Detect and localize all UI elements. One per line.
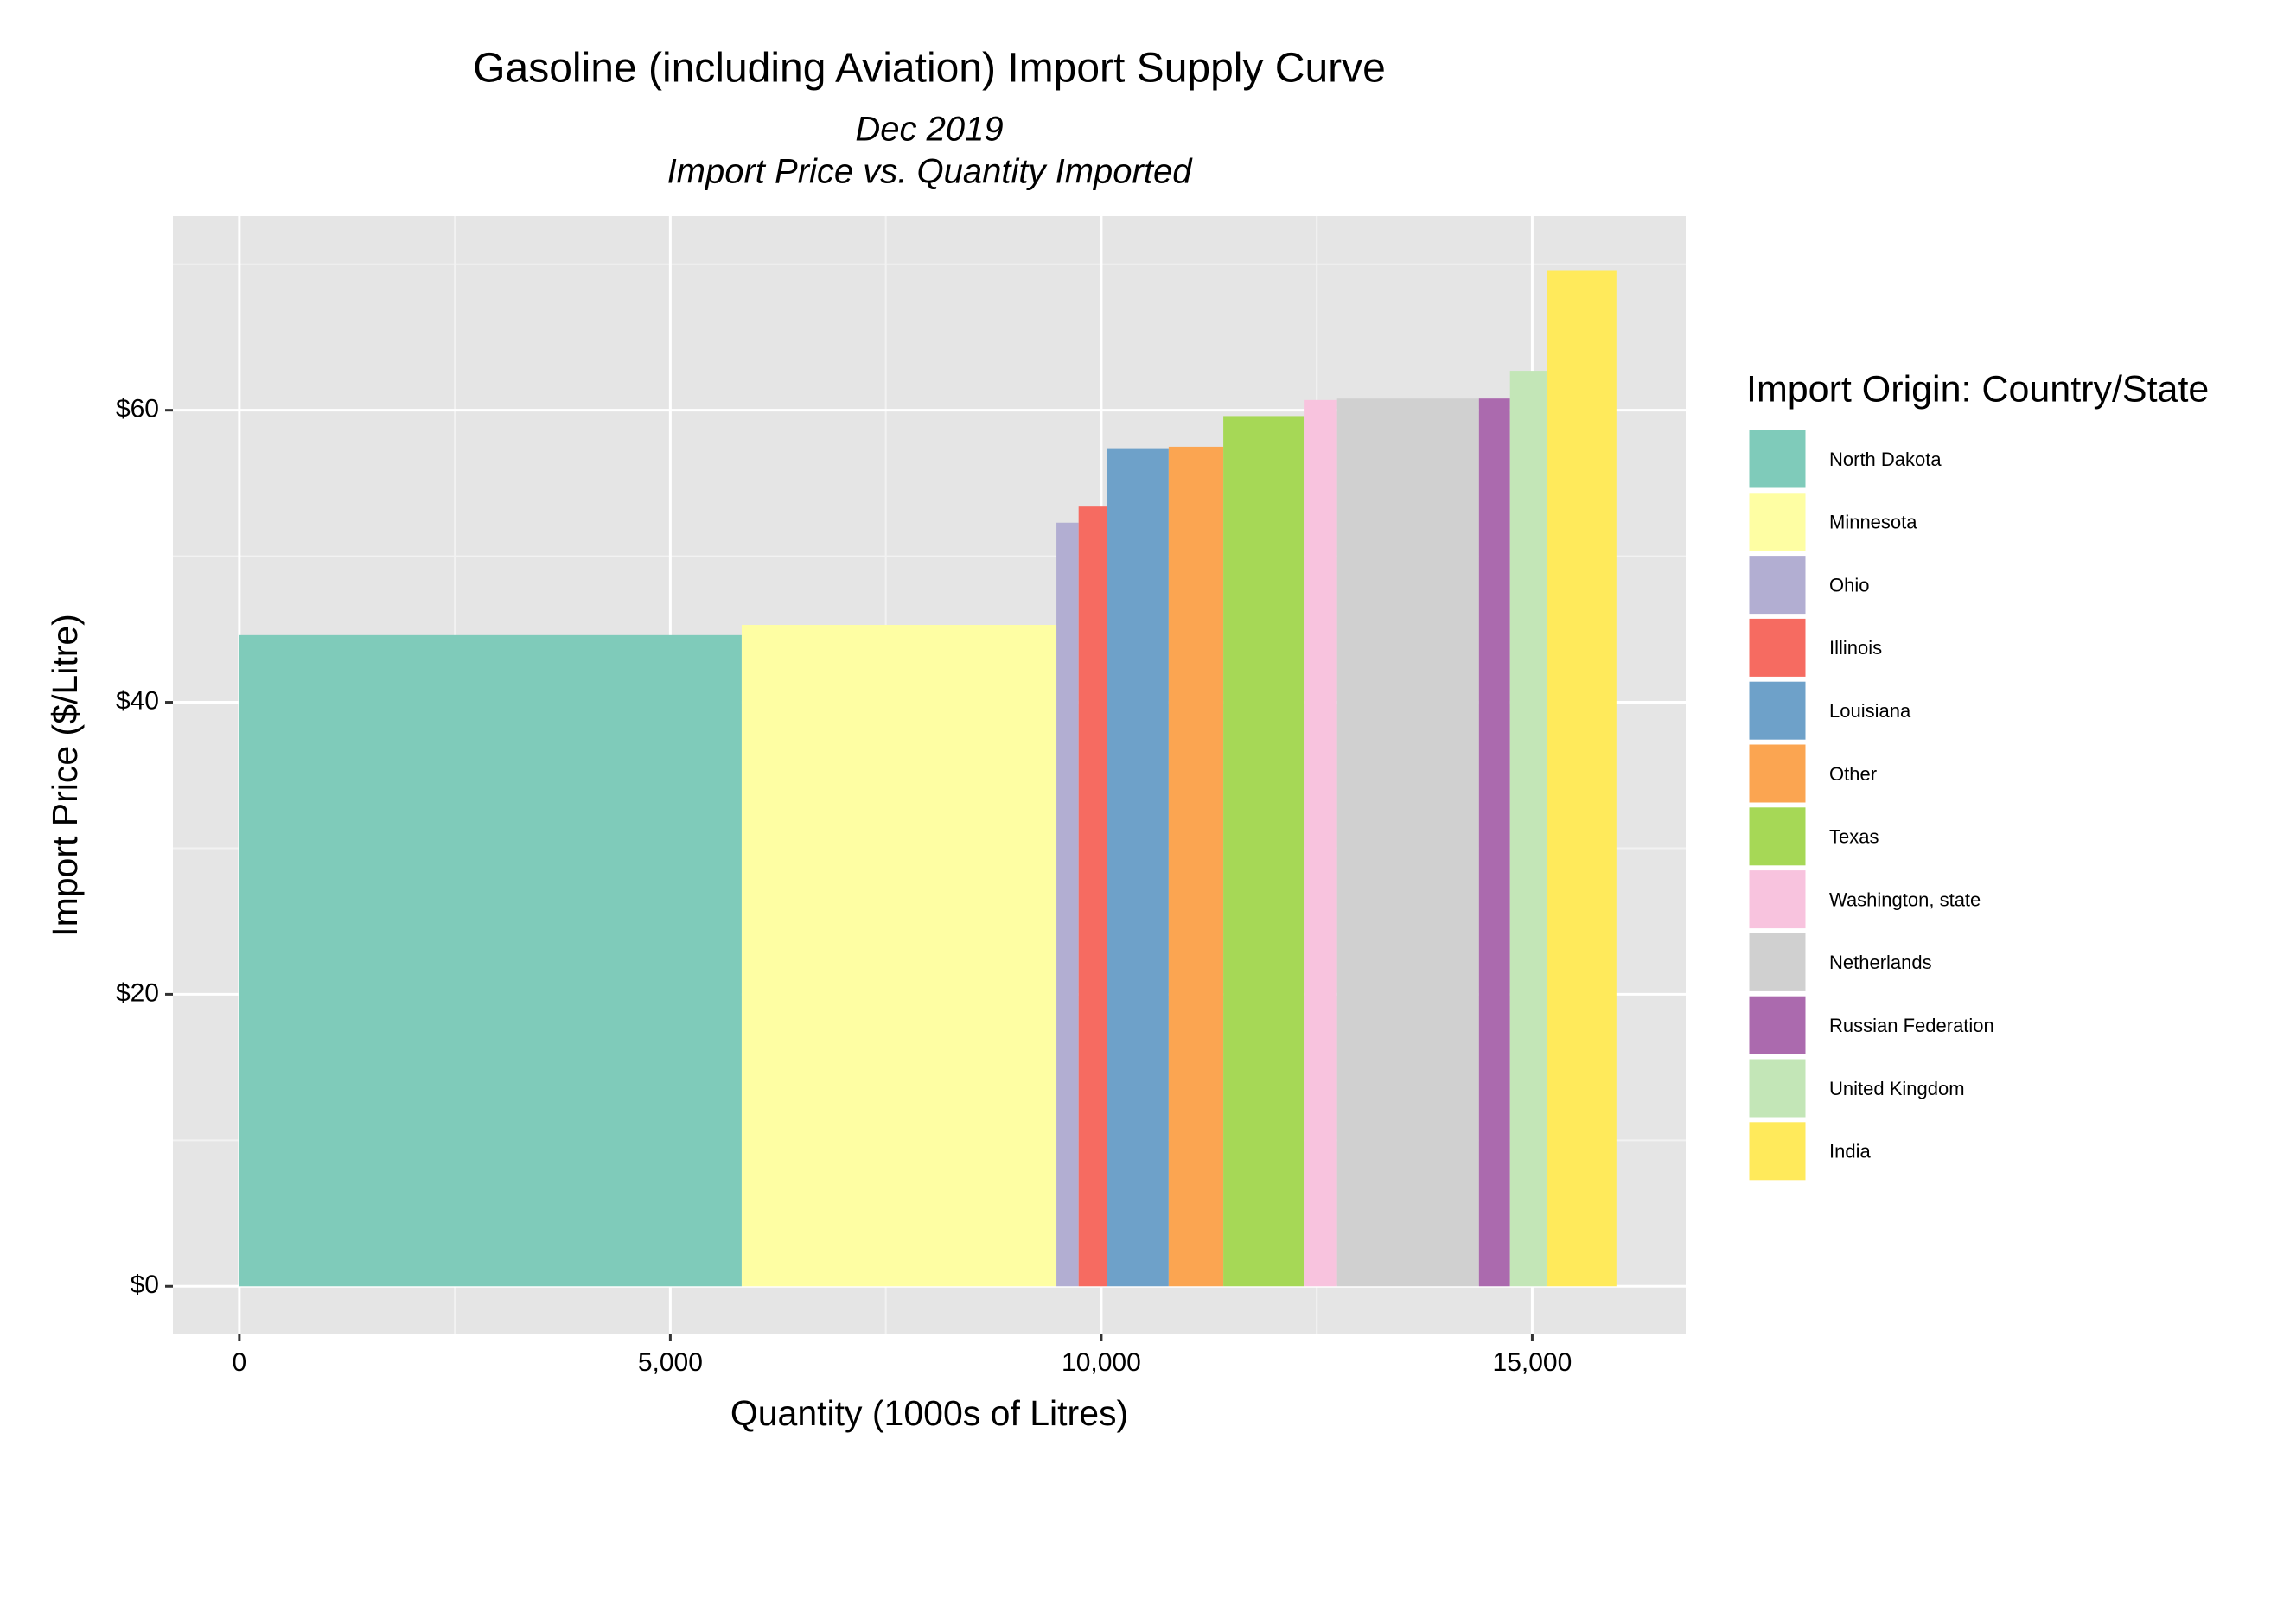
bar: [1223, 416, 1305, 1287]
legend-label: India: [1829, 1141, 1871, 1162]
legend-label: Washington, state: [1829, 888, 1981, 910]
y-tick-label: $40: [116, 686, 159, 715]
legend-swatch: [1748, 617, 1807, 678]
bar: [239, 634, 742, 1287]
x-tick-label: 0: [233, 1348, 247, 1377]
bar: [1478, 398, 1510, 1287]
legend-swatch: [1748, 555, 1807, 615]
x-axis-label: Quantity (1000s of Litres): [730, 1393, 1128, 1433]
bar: [1107, 448, 1169, 1287]
legend-label: Minnesota: [1829, 512, 1917, 533]
legend-label: Texas: [1829, 826, 1879, 848]
bar: [1304, 399, 1337, 1287]
y-tick-label: $0: [131, 1271, 159, 1299]
legend-label: Illinois: [1829, 637, 1882, 659]
chart-subtitle: Dec 2019: [855, 111, 1003, 149]
bar: [1547, 270, 1617, 1287]
bar: [741, 625, 1057, 1287]
legend-swatch: [1748, 429, 1807, 489]
legend-swatch: [1748, 869, 1807, 930]
x-tick-label: 15,000: [1493, 1348, 1572, 1377]
legend-label: North Dakota: [1829, 449, 1942, 470]
legend-label: Other: [1829, 763, 1877, 785]
legend-label: United Kingdom: [1829, 1078, 1965, 1099]
legend-swatch: [1748, 806, 1807, 867]
legend-label: Ohio: [1829, 574, 1869, 595]
y-axis-label: Import Price ($/Litre): [45, 614, 85, 937]
legend-swatch: [1748, 680, 1807, 741]
bar: [1056, 522, 1079, 1287]
legend-title: Import Origin: Country/State: [1746, 368, 2209, 410]
legend-label: Russian Federation: [1829, 1015, 1994, 1036]
y-tick-label: $20: [116, 978, 159, 1007]
x-tick-label: 10,000: [1062, 1348, 1141, 1377]
legend-swatch: [1748, 1121, 1807, 1181]
bar: [1168, 446, 1224, 1287]
legend-label: Netherlands: [1829, 952, 1932, 973]
legend-label: Louisiana: [1829, 700, 1911, 722]
legend-swatch: [1748, 743, 1807, 804]
legend-swatch: [1748, 1058, 1807, 1118]
legend-swatch: [1748, 932, 1807, 992]
legend-swatch: [1748, 492, 1807, 552]
y-tick-label: $60: [116, 395, 159, 424]
bar: [1336, 398, 1479, 1287]
bar: [1078, 506, 1107, 1287]
chart-title: Gasoline (including Aviation) Import Sup…: [473, 46, 1386, 92]
legend-swatch: [1748, 995, 1807, 1055]
x-tick-label: 5,000: [638, 1348, 703, 1377]
bar: [1509, 371, 1547, 1287]
chart-subtitle: Import Price vs. Quantity Imported: [667, 153, 1194, 191]
